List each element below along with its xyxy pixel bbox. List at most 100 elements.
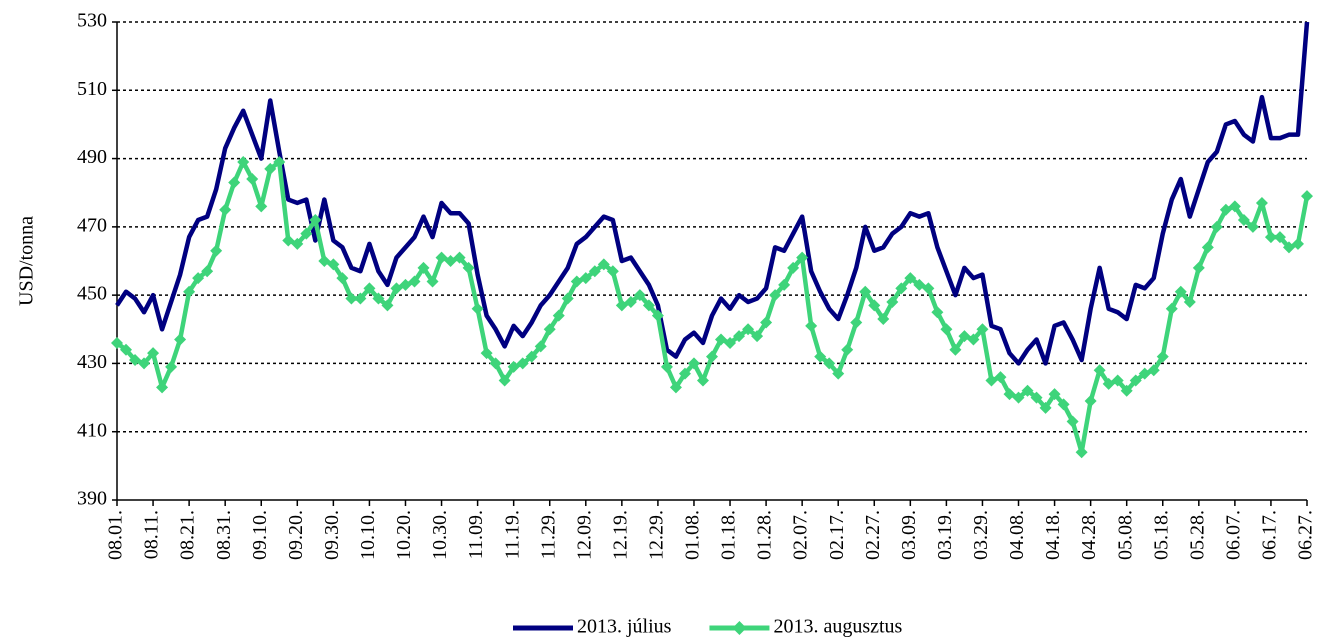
marker <box>985 374 998 387</box>
marker <box>219 203 232 216</box>
marker <box>282 234 295 247</box>
marker <box>1129 374 1142 387</box>
marker <box>1147 364 1160 377</box>
marker <box>724 336 737 349</box>
marker <box>498 374 511 387</box>
x-tick-label: 11.29. <box>537 510 559 559</box>
marker <box>976 323 989 336</box>
marker <box>426 275 439 288</box>
marker <box>507 360 520 373</box>
marker <box>381 299 394 312</box>
y-tick-label: 490 <box>77 146 107 168</box>
marker <box>805 319 818 332</box>
marker <box>895 282 908 295</box>
marker <box>516 357 529 370</box>
marker <box>1120 384 1133 397</box>
marker <box>1237 214 1250 227</box>
marker <box>1003 388 1016 401</box>
marker <box>841 343 854 356</box>
x-tick-label: 10.30. <box>429 510 451 560</box>
marker <box>174 333 187 346</box>
x-tick-label: 05.08. <box>1114 510 1136 560</box>
marker <box>615 299 628 312</box>
marker <box>1138 367 1151 380</box>
marker <box>931 306 944 319</box>
marker <box>570 275 583 288</box>
x-tick-label: 03.19. <box>934 510 956 560</box>
x-tick-label: 03.09. <box>898 510 920 560</box>
x-tick-label: 08.31. <box>213 510 235 560</box>
marker <box>669 381 682 394</box>
marker <box>471 302 484 315</box>
marker <box>994 371 1007 384</box>
marker <box>651 309 664 322</box>
marker <box>1219 203 1232 216</box>
marker <box>588 265 601 278</box>
marker <box>868 299 881 312</box>
x-tick-label: 04.08. <box>1006 510 1028 560</box>
marker <box>543 323 556 336</box>
marker <box>733 330 746 343</box>
x-tick-label: 09.10. <box>249 510 271 560</box>
marker <box>904 272 917 285</box>
x-tick-label: 09.30. <box>321 510 343 560</box>
marker <box>958 330 971 343</box>
marker <box>480 347 493 360</box>
marker <box>372 292 385 305</box>
marker <box>624 295 637 308</box>
marker <box>1291 237 1304 250</box>
marker <box>1030 391 1043 404</box>
x-tick-label: 11.09. <box>465 510 487 559</box>
marker <box>1201 241 1214 254</box>
marker <box>715 333 728 346</box>
marker <box>1282 241 1295 254</box>
marker <box>832 367 845 380</box>
marker <box>156 381 169 394</box>
marker <box>706 350 718 363</box>
x-tick-label: 02.17. <box>826 510 848 560</box>
marker <box>597 258 610 271</box>
x-tick-label: 12.29. <box>646 510 668 560</box>
x-tick-label: 12.09. <box>573 510 595 560</box>
marker <box>1021 384 1034 397</box>
marker <box>796 251 809 264</box>
marker <box>913 278 926 291</box>
y-tick-label: 410 <box>77 419 107 441</box>
y-tick-label: 530 <box>77 10 107 32</box>
marker <box>1301 190 1313 203</box>
marker <box>192 272 205 285</box>
marker <box>489 357 502 370</box>
marker <box>462 261 475 274</box>
marker <box>264 162 277 175</box>
marker <box>642 299 655 312</box>
marker <box>949 343 962 356</box>
y-tick-label: 470 <box>77 214 107 236</box>
marker <box>408 275 421 288</box>
marker <box>1264 231 1277 244</box>
marker <box>183 285 196 298</box>
marker <box>940 323 953 336</box>
marker <box>922 282 935 295</box>
marker <box>787 261 800 274</box>
marker <box>823 357 836 370</box>
marker <box>417 261 430 274</box>
marker <box>1174 285 1187 298</box>
marker <box>237 155 250 168</box>
marker <box>1183 295 1196 308</box>
marker <box>561 292 574 305</box>
x-tick-label: 03.29. <box>970 510 992 560</box>
x-tick-label: 08.11. <box>141 510 163 559</box>
marker <box>678 367 691 380</box>
marker <box>1084 394 1097 407</box>
marker <box>751 330 764 343</box>
x-tick-label: 04.18. <box>1042 510 1064 560</box>
marker <box>1039 401 1052 414</box>
y-tick-label: 450 <box>77 283 107 305</box>
marker <box>967 333 980 346</box>
marker <box>742 323 755 336</box>
marker <box>525 350 538 363</box>
x-tick-label: 08.21. <box>177 510 199 560</box>
marker <box>1228 200 1241 213</box>
marker <box>210 244 223 257</box>
marker <box>453 251 466 264</box>
